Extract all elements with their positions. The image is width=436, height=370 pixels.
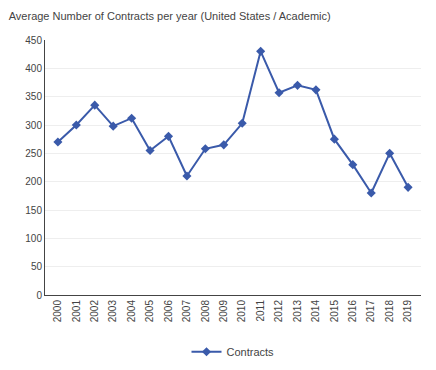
svg-text:2005: 2005 (144, 300, 155, 323)
svg-text:2018: 2018 (384, 300, 395, 323)
svg-text:2000: 2000 (52, 300, 63, 323)
svg-text:400: 400 (25, 63, 42, 74)
svg-text:2010: 2010 (236, 300, 247, 323)
svg-text:2003: 2003 (107, 300, 118, 323)
svg-text:2013: 2013 (292, 300, 303, 323)
svg-text:50: 50 (31, 261, 43, 272)
svg-text:2009: 2009 (218, 300, 229, 323)
svg-text:2017: 2017 (365, 300, 376, 323)
svg-text:450: 450 (25, 35, 42, 46)
svg-text:150: 150 (25, 205, 42, 216)
svg-text:200: 200 (25, 176, 42, 187)
svg-text:0: 0 (36, 290, 42, 301)
svg-text:2012: 2012 (273, 300, 284, 323)
svg-text:2007: 2007 (181, 300, 192, 323)
svg-text:100: 100 (25, 233, 42, 244)
svg-text:250: 250 (25, 148, 42, 159)
svg-text:2001: 2001 (71, 300, 82, 323)
svg-text:350: 350 (25, 91, 42, 102)
svg-text:Contracts: Contracts (227, 346, 275, 358)
svg-text:2008: 2008 (200, 300, 211, 323)
svg-text:300: 300 (25, 120, 42, 131)
svg-text:2004: 2004 (126, 300, 137, 323)
svg-text:Average Number of Contracts pe: Average Number of Contracts per year (Un… (9, 10, 331, 22)
svg-text:2015: 2015 (329, 300, 340, 323)
svg-text:2016: 2016 (347, 300, 358, 323)
svg-text:2006: 2006 (163, 300, 174, 323)
svg-text:2019: 2019 (402, 300, 413, 323)
svg-text:2011: 2011 (255, 300, 266, 322)
svg-text:2002: 2002 (89, 300, 100, 323)
svg-text:2014: 2014 (310, 300, 321, 323)
